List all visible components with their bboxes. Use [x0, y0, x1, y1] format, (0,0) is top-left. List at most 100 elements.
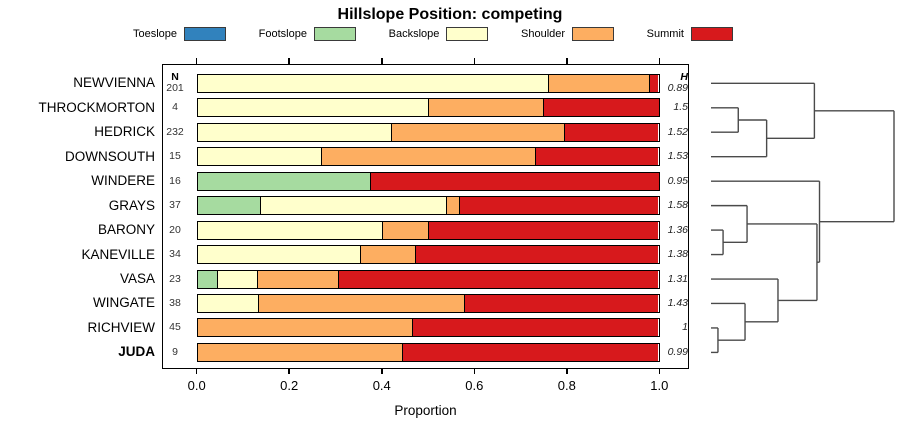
bar-segment-shoulder [547, 74, 650, 92]
bar-segment-shoulder [381, 221, 428, 239]
row-label-barony: BARONY [97, 222, 155, 238]
bar-segment-backslope [197, 221, 382, 239]
bar-segment-shoulder [428, 99, 544, 117]
legend-item-label: Shoulder [521, 28, 566, 40]
row-n-value: 38 [169, 296, 181, 309]
bar-segment-backslope [197, 246, 361, 264]
x-axis-top-tick [381, 58, 383, 64]
row-label-grays: GRAYS [108, 197, 155, 213]
row-n-value: 20 [169, 223, 181, 236]
bar-segment-backslope [197, 294, 259, 312]
row-n-value: 9 [172, 345, 178, 358]
row-h-value: 0.95 [667, 174, 688, 187]
row-n-number: 201 [166, 81, 184, 94]
stacked-bar-windere [196, 171, 660, 191]
row-h-value: 1.58 [667, 199, 688, 212]
row-label-kaneville: KANEVILLE [81, 246, 155, 262]
bar-segment-shoulder [197, 343, 403, 361]
h-column-header: H [680, 70, 688, 83]
bar-segment-summit [402, 343, 659, 361]
legend-item-label: Summit [646, 28, 684, 40]
row-label-downsouth: DOWNSOUTH [65, 148, 155, 164]
row-h-value: 1.38 [667, 248, 688, 261]
row-label-juda: JUDA [118, 344, 155, 360]
x-axis-tick-label: 0.8 [557, 378, 576, 393]
row-label-vasa: VASA [119, 271, 155, 287]
legend-swatch-toeslope [184, 27, 227, 41]
bar-segment-footslope [197, 197, 260, 215]
x-axis-top-tick [566, 58, 568, 64]
bar-segment-summit [563, 123, 659, 141]
row-label-windere: WINDERE [91, 173, 155, 189]
row-h-number: 0.89 [667, 81, 688, 94]
bar-segment-footslope [197, 270, 218, 288]
bar-segment-footslope [197, 172, 371, 190]
x-axis-top-tick [195, 58, 198, 64]
stacked-bar-downsouth [196, 147, 660, 167]
x-axis-tick-label: 0.2 [280, 378, 299, 393]
stacked-bar-kaneville [196, 245, 660, 265]
row-n-value: 45 [169, 321, 181, 334]
bar-segment-backslope [197, 74, 548, 92]
bar-segment-summit [535, 148, 659, 166]
bar-segment-backslope [217, 270, 258, 288]
x-axis-tick [473, 368, 476, 374]
bar-segment-summit [464, 294, 659, 312]
legend-item-label: Backslope [388, 28, 440, 40]
legend-swatch-shoulder [572, 27, 615, 41]
legend-swatch-summit [690, 27, 733, 41]
stacked-bar-barony [196, 220, 660, 240]
stacked-bar-grays [196, 196, 660, 216]
row-h-value: 1.31 [667, 272, 688, 285]
legend-swatch-footslope [313, 27, 356, 41]
x-axis-tick [658, 368, 661, 374]
dendrogram [711, 82, 895, 354]
row-n-value: 34 [169, 248, 181, 261]
bar-segment-summit [649, 74, 659, 92]
x-axis-tick-label: 0.6 [465, 378, 484, 393]
bar-segment-shoulder [360, 246, 415, 264]
row-h-value: 1.43 [667, 296, 688, 309]
row-label-wingate: WINGATE [93, 295, 155, 311]
bar-segment-shoulder [446, 197, 459, 215]
legend-item-backslope: Backslope [389, 27, 489, 41]
bar-segment-summit [411, 319, 659, 337]
row-n-value: 16 [169, 174, 181, 187]
bar-segment-summit [458, 197, 659, 215]
bar-segment-shoulder [391, 123, 564, 141]
row-n-value: N 201 [159, 70, 191, 94]
stacked-bar-hedrick [196, 122, 660, 142]
x-axis-tick [381, 368, 383, 374]
n-column-header: N [171, 70, 179, 83]
row-label-newvienna: NEWVIENNA [73, 75, 155, 91]
row-n-value: 4 [172, 101, 178, 114]
row-h-value: H 0.89 [656, 70, 688, 94]
bar-segment-summit [543, 99, 659, 117]
bar-segment-backslope [197, 148, 321, 166]
x-axis-tick [195, 368, 198, 374]
stacked-bar-throckmorton [196, 98, 660, 118]
plot-area [162, 64, 689, 369]
bar-segment-summit [370, 172, 659, 190]
stacked-bar-juda [196, 342, 660, 362]
x-axis-tick-label: 1.0 [650, 378, 669, 393]
chart-title: Hillslope Position: competing [337, 6, 563, 23]
row-h-value: 1.36 [667, 223, 688, 236]
legend: Toeslope Footslope Backslope Shoulder Summit [133, 26, 733, 42]
bar-segment-shoulder [257, 270, 338, 288]
x-axis-tick-label: 0.0 [187, 378, 206, 393]
x-axis-tick-label: 0.4 [372, 378, 391, 393]
legend-item-label: Footslope [258, 28, 307, 40]
stacked-bar-richview [196, 318, 660, 338]
row-label-richview: RICHVIEW [87, 319, 156, 335]
legend-item-toeslope: Toeslope [133, 27, 227, 41]
bar-segment-shoulder [258, 294, 465, 312]
row-h-value: 1 [682, 321, 688, 334]
bar-segment-summit [414, 246, 659, 264]
legend-item-label: Toeslope [133, 28, 178, 40]
stacked-bar-wingate [196, 293, 660, 313]
row-n-value: 232 [166, 125, 184, 138]
bar-segment-shoulder [320, 148, 536, 166]
bar-segment-shoulder [197, 319, 412, 337]
